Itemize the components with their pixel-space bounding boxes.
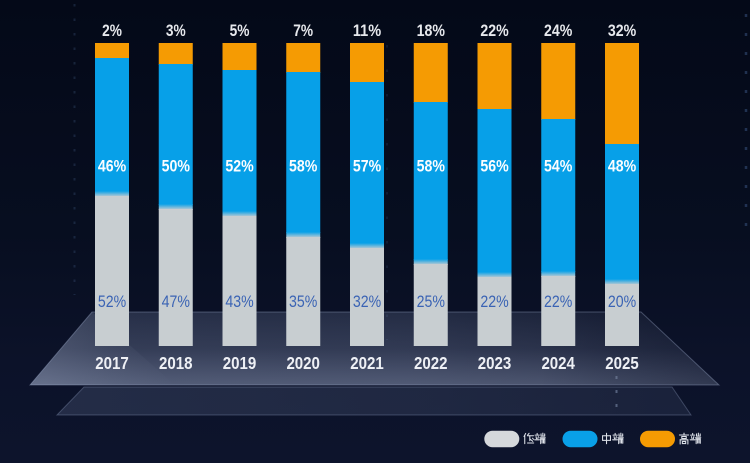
svg-text:2022: 2022	[414, 353, 448, 373]
svg-text:22%: 22%	[480, 293, 509, 311]
svg-text:20%: 20%	[608, 293, 637, 311]
svg-text:22%: 22%	[480, 22, 509, 40]
svg-text:5%: 5%	[230, 22, 250, 40]
svg-text:32%: 32%	[608, 22, 637, 40]
svg-text:32%: 32%	[353, 293, 382, 311]
svg-text:46%: 46%	[98, 158, 127, 176]
svg-text:52%: 52%	[225, 158, 254, 176]
svg-text:35%: 35%	[289, 293, 318, 311]
svg-text:47%: 47%	[162, 293, 191, 311]
svg-text:54%: 54%	[544, 158, 573, 176]
svg-text:2018: 2018	[159, 353, 193, 373]
svg-text:58%: 58%	[289, 158, 318, 176]
svg-text:58%: 58%	[417, 158, 446, 176]
svg-text:52%: 52%	[98, 293, 127, 311]
svg-text:11%: 11%	[353, 22, 382, 40]
svg-text:56%: 56%	[480, 158, 509, 176]
svg-text:25%: 25%	[417, 293, 446, 311]
svg-text:43%: 43%	[225, 293, 254, 311]
svg-text:2020: 2020	[286, 353, 320, 373]
svg-text:2024: 2024	[541, 353, 575, 373]
svg-text:48%: 48%	[608, 158, 637, 176]
svg-text:2023: 2023	[478, 353, 512, 373]
svg-text:57%: 57%	[353, 158, 382, 176]
svg-text:2025: 2025	[605, 353, 639, 373]
svg-text:22%: 22%	[544, 293, 573, 311]
svg-text:2021: 2021	[350, 353, 384, 373]
svg-text:2%: 2%	[102, 22, 122, 40]
svg-text:24%: 24%	[544, 22, 573, 40]
svg-text:2017: 2017	[95, 353, 129, 373]
svg-text:50%: 50%	[162, 158, 191, 176]
svg-text:18%: 18%	[417, 22, 446, 40]
svg-text:3%: 3%	[166, 22, 186, 40]
svg-text:7%: 7%	[293, 22, 313, 40]
svg-text:2019: 2019	[223, 353, 257, 373]
